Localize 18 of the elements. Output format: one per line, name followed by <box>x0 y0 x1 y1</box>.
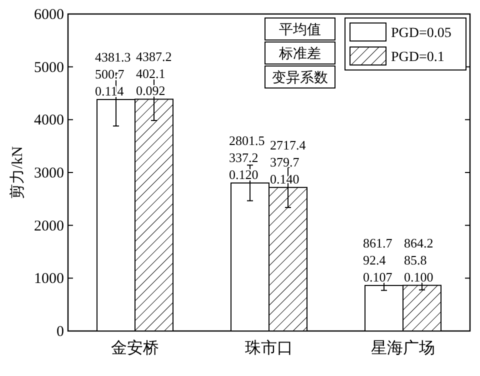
y-tick-label: 1000 <box>34 271 64 288</box>
x-tick-label: 星海广场 <box>371 339 435 357</box>
data-label: 861.7 92.4 0.107 <box>363 235 393 284</box>
y-tick-label: 5000 <box>34 60 64 76</box>
x-tick-label: 珠市口 <box>245 339 293 357</box>
y-tick-label: 4000 <box>34 112 64 129</box>
annotation: 平均值 <box>279 22 321 38</box>
legend-label: PGD=0.05 <box>391 26 452 41</box>
x-tick-label: 金安桥 <box>111 339 159 357</box>
y-tick-label: 0 <box>56 324 64 340</box>
data-label: 864.2 85.8 0.100 <box>404 235 434 284</box>
y-tick-label: 6000 <box>34 7 64 23</box>
annotation: 变异系数 <box>272 70 328 86</box>
legend-label: PGD=0.1 <box>391 50 444 65</box>
y-tick-label: 3000 <box>34 166 64 182</box>
y-tick-label: 2000 <box>34 218 64 234</box>
annotation: 标准差 <box>278 46 321 62</box>
y-axis-title: 剪力/kN <box>9 146 26 199</box>
